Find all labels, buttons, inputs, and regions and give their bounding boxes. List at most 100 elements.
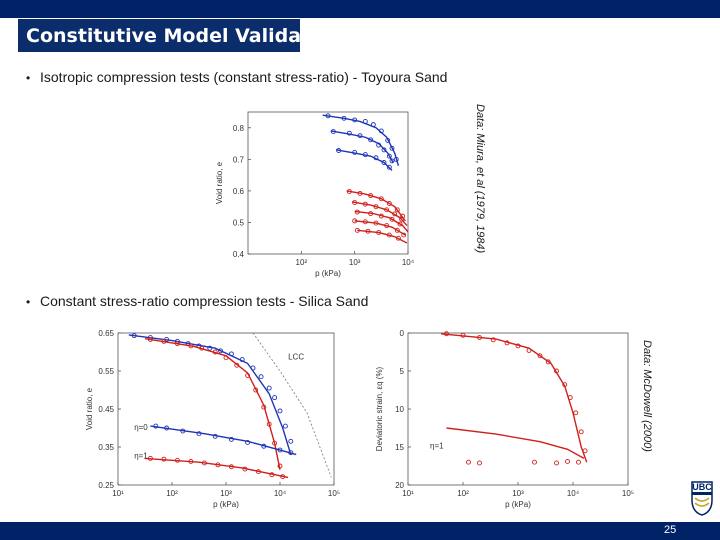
chart3-x-axis-label: p (kPa) (505, 500, 531, 509)
chart3-y-tick-label: 20 (395, 481, 404, 490)
chart1-dense-1-point (346, 189, 352, 194)
chart1-y-tick-label: 0.4 (233, 250, 245, 259)
chart2-eta0-dense-point (164, 425, 170, 431)
chart3-eta1-loose-point (490, 337, 496, 343)
chart2-eta0-dense-point (180, 428, 186, 434)
chart1-loose-1-point (393, 156, 399, 162)
chart2-eta0-loose-point (282, 423, 288, 429)
chart2-eta1-dense-point (242, 466, 248, 472)
chart3-y-tick-label: 15 (395, 443, 404, 452)
chart1-dense-3-point (368, 211, 374, 217)
chart2-x-tick-label: 10⁵ (328, 489, 340, 498)
chart3-x-tick-label: 10³ (512, 489, 524, 498)
bullet-dot: • (26, 71, 31, 85)
chart2-eta0-loose-fit-line (128, 334, 292, 455)
chart2-eta1-loose-point (212, 349, 218, 355)
chart1-dense-1-point (386, 201, 392, 206)
chart1-loose-1-point (362, 119, 368, 124)
chart1-loose-2-point (389, 158, 395, 164)
chart2-eta0-loose-point (250, 365, 256, 371)
chart3-eta1-loose-point (562, 382, 568, 388)
chart1-loose-1-point (352, 117, 358, 123)
bullet-dot: • (26, 295, 31, 309)
chart1-dense-2-point (373, 204, 379, 210)
chart1-dense-4-point (384, 223, 390, 229)
chart1-loose-3-point (381, 160, 387, 165)
chart1-dense-3-point (397, 221, 403, 227)
chart1-loose-2-point (376, 142, 382, 148)
chart2-eta1-dense-fit-line (144, 457, 289, 479)
chart1-x-axis-label: p (kPa) (315, 269, 341, 278)
chart2-eta1-loose-point (234, 362, 240, 368)
shield-icon (691, 481, 713, 516)
chart1-loose-3-fit-line (335, 149, 393, 171)
chart2-eta0-loose-point (288, 438, 294, 444)
chart2-eta0-dense-point (261, 443, 267, 449)
chart3-x-tick-label: 10¹ (402, 489, 414, 498)
chart2-eta1-loose-point (261, 404, 267, 410)
chart1-y-tick-label: 0.5 (233, 218, 245, 227)
chart2-y-tick-label: 0.25 (98, 481, 114, 490)
chart3-eta1-dense-point (466, 459, 471, 465)
logo-text: UBC (692, 482, 712, 492)
chart1-dense-2-point (352, 200, 358, 206)
chart1-loose-2-point (330, 129, 336, 135)
university-logo: UBC (690, 480, 714, 516)
chart1-frame (247, 111, 409, 255)
chart2-eta1-loose-point (272, 440, 278, 446)
bullet-1: • Isotropic compression tests (constant s… (26, 69, 447, 85)
chart3-x-tick-label: 10² (457, 489, 469, 498)
chart1-dense-3-fit-line (354, 210, 409, 233)
chart1-loose-1-point (378, 128, 384, 134)
chart3-eta1-loose-fit-line (440, 333, 588, 463)
chart1-loose-1-point (325, 113, 331, 119)
chart1-dense-4-point (373, 220, 379, 226)
chart3-y-tick-label: 0 (400, 329, 405, 338)
chart3-eta1-loose-point (537, 353, 543, 359)
chart2-eta1-loose-point (277, 463, 283, 469)
chart1-dense-2-point (384, 207, 390, 213)
chart2-x-tick-label: 10⁴ (274, 489, 287, 498)
chart1-loose-2-point (381, 147, 387, 153)
chart2-eta1-dense-point (228, 464, 234, 470)
chart1-dense-1-point (357, 190, 363, 196)
slide-number: 25 (664, 524, 677, 536)
chart3-y-tick-label: 5 (400, 367, 405, 376)
chart2-eta1-dense-point (201, 460, 207, 466)
chart1-dense-2-fit-line (351, 201, 408, 227)
chart3-eta1-loose-point (477, 335, 482, 341)
chart2-eta0-loose-point (131, 333, 137, 339)
title-box (18, 19, 300, 52)
chart1-dense-1-point (378, 196, 384, 202)
chart1-loose-2-point (386, 153, 392, 159)
chart1-x-tick-label: 10⁴ (402, 258, 415, 267)
chart2-x-tick-label: 10³ (220, 489, 232, 498)
chart2-eta1-loose-point (266, 421, 272, 427)
chart2-annotation: η=0 (134, 423, 148, 432)
chart2-eta1-dense-point (255, 469, 261, 475)
bullet-2-text: Constant stress-ratio compression tests … (40, 293, 369, 309)
chart1-loose-3-point (373, 155, 379, 161)
chart3-eta1-dense-point (532, 459, 537, 465)
chart1-dense-2-point (392, 211, 398, 217)
chart1-loose-1-point (385, 137, 391, 143)
chart1-dense-1-point (400, 213, 406, 219)
chart1-dense-2-point (362, 201, 368, 207)
chart3-x-tick-label: 10⁴ (567, 489, 580, 498)
chart2-y-tick-label: 0.45 (98, 405, 114, 414)
chart1-loose-3-point (362, 152, 368, 158)
chart3-eta1-dense-point (477, 460, 482, 466)
chart1-dense-2-point (399, 216, 405, 222)
chart2-annotation: η=1 (134, 451, 148, 460)
chart3-eta1-dense-point (565, 458, 570, 464)
bottom-bar (0, 522, 720, 540)
chart2-y-tick-label: 0.55 (98, 367, 114, 376)
chart2-eta1-loose-point (245, 373, 251, 379)
chart1-dense-5-point (365, 228, 371, 234)
chart3-eta1-loose-point (554, 368, 559, 374)
chart3-y-axis-label: Deviatoric strain, εq (%) (375, 366, 384, 451)
chart2-eta0-loose-point (258, 374, 264, 380)
chart2-eta1-dense-point (280, 474, 286, 480)
chart3-eta1-loose-point (573, 410, 579, 416)
